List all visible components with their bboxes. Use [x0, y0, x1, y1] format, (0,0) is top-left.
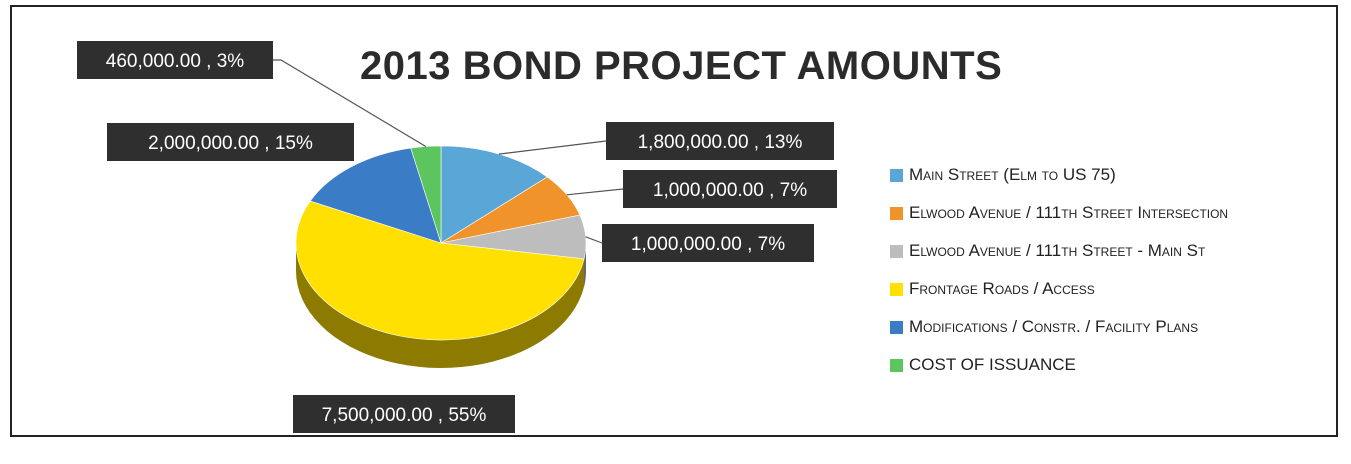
data-label-5: 460,000.00 , 3%: [106, 51, 244, 72]
legend-label-2: Elwood Avenue / 111th Street - Main St: [909, 241, 1206, 260]
legend-item-1: Elwood Avenue / 111th Street Intersectio…: [890, 194, 1228, 232]
legend-label-0: Main Street (Elm to US 75): [909, 165, 1116, 184]
data-label-1: 1,000,000.00 , 7%: [653, 180, 807, 201]
data-label-box-3: [293, 395, 515, 433]
legend-swatch-5: [890, 358, 903, 372]
data-label-box-5: [77, 41, 273, 79]
legend-label-4: Modifications / Constr. / Facility Plans: [909, 317, 1199, 336]
data-label-box-4: [107, 123, 354, 161]
pie-side-3: [296, 243, 584, 368]
legend-label-5: COST OF ISSUANCE: [909, 355, 1076, 374]
legend-item-3: Frontage Roads / Access: [890, 270, 1228, 308]
data-label-box-1: [623, 170, 837, 208]
legend-swatch-2: [890, 244, 903, 258]
leader-line-1: [566, 188, 624, 196]
data-label-4: 2,000,000.00 , 15%: [148, 133, 313, 154]
legend-swatch-3: [890, 282, 903, 296]
chart-frame: [10, 5, 1338, 437]
leader-line-5: [273, 59, 427, 148]
legend-swatch-0: [890, 168, 903, 182]
data-label-2: 1,000,000.00 , 7%: [631, 234, 785, 255]
legend-swatch-4: [890, 320, 903, 334]
pie-side-2: [584, 243, 586, 287]
pie-top: [295, 145, 587, 341]
data-label-0: 1,800,000.00 , 13%: [638, 132, 803, 153]
pie-slice-4: [309, 147, 442, 244]
legend-item-2: Elwood Avenue / 111th Street - Main St: [890, 232, 1228, 270]
pie-slice-3: [295, 200, 585, 341]
chart-title: 2013 BOND PROJECT AMOUNTS: [360, 44, 1003, 88]
legend-item-4: Modifications / Constr. / Facility Plans: [890, 308, 1228, 346]
legend-label-1: Elwood Avenue / 111th Street Intersectio…: [909, 203, 1229, 222]
legend-item-0: Main Street (Elm to US 75): [890, 156, 1228, 194]
legend-label-3: Frontage Roads / Access: [909, 279, 1095, 298]
legend-item-5: COST OF ISSUANCE: [890, 346, 1228, 384]
legend: Main Street (Elm to US 75) Elwood Avenue …: [890, 156, 1228, 384]
data-label-3: 7,500,000.00 , 55%: [322, 405, 487, 426]
pie-sides: [296, 243, 586, 368]
data-label-box-2: [602, 224, 814, 262]
data-labels: 1,800,000.00 , 13% 1,000,000.00 , 7% 1,000…: [77, 41, 837, 433]
pie-slice-5: [410, 145, 442, 244]
leader-line-2: [585, 236, 603, 244]
legend-swatch-1: [890, 206, 903, 220]
data-label-box-0: [606, 122, 834, 160]
leader-line-0: [498, 140, 607, 155]
